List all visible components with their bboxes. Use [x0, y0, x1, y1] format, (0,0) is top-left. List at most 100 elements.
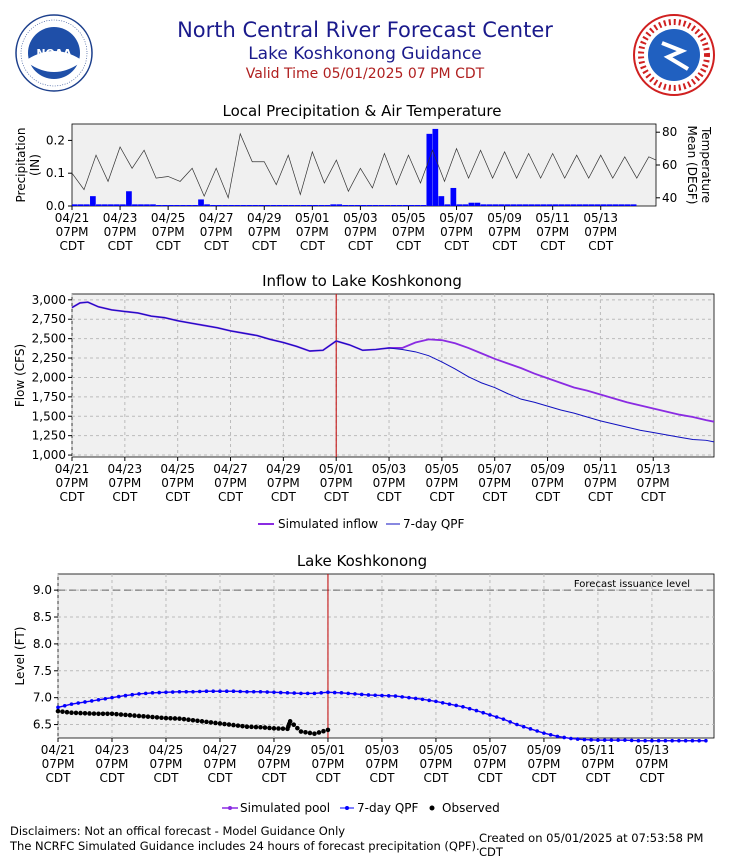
qpf-point	[461, 705, 465, 709]
precip-bar	[336, 204, 343, 206]
x-tick-label-time: 07PM	[214, 476, 247, 490]
precip-bar	[150, 204, 156, 206]
qpf-point	[191, 689, 195, 694]
x-tick-label-zone: CDT	[324, 490, 350, 504]
valid-time: Valid Time 05/01/2025 07 PM CDT	[245, 66, 485, 82]
precip-bar	[348, 205, 355, 206]
x-tick-label-time: 07PM	[200, 225, 233, 239]
qpf-point	[218, 689, 222, 694]
observed-point	[195, 718, 200, 724]
qpf-point	[636, 738, 641, 743]
series-line-qpf	[71, 301, 715, 443]
qpf-point	[238, 689, 243, 694]
y2-tick-label: 80	[662, 125, 677, 139]
precip-bar	[234, 205, 240, 206]
precip-bar	[84, 204, 90, 206]
observed-point	[132, 713, 137, 718]
precip-bar	[528, 204, 535, 206]
qpf-point	[508, 720, 512, 724]
precip-bar	[126, 191, 132, 206]
precip-bar	[276, 205, 282, 206]
observed-point	[100, 711, 106, 717]
qpf-point	[224, 689, 229, 694]
observed-point	[253, 724, 259, 730]
precip-bar	[156, 205, 162, 206]
qpf-point	[602, 738, 607, 742]
precip-bar	[258, 205, 264, 206]
observed-point	[325, 727, 331, 733]
y-axis-label: Flow (CFS)	[13, 344, 27, 407]
x-tick-label-zone: CDT	[261, 771, 287, 785]
observed-point	[154, 715, 160, 720]
qpf-point	[454, 703, 458, 708]
precip-bar	[198, 199, 204, 206]
precip-bar	[522, 204, 529, 206]
qpf-point	[575, 737, 580, 741]
precip-bar	[396, 205, 403, 206]
x-tick-label: 04/23	[108, 462, 143, 476]
y-tick-label: 2,250	[32, 351, 66, 365]
y2-axis-label: Temperature	[699, 126, 713, 203]
precip-bar	[108, 204, 114, 206]
qpf-point	[96, 698, 101, 702]
precip-bar	[384, 205, 391, 206]
observed-point	[186, 717, 191, 723]
x-tick-label-zone: CDT	[112, 490, 138, 504]
precip-bar	[546, 204, 553, 206]
x-tick-label-time: 07PM	[635, 757, 668, 771]
x-tick-label-time: 07PM	[56, 225, 89, 239]
qpf-point	[528, 727, 533, 731]
observed-point	[96, 711, 101, 717]
qpf-point	[69, 702, 74, 706]
svg-text:NOAA: NOAA	[36, 47, 72, 60]
observed-point	[123, 712, 128, 718]
x-tick-label: 04/29	[247, 211, 282, 225]
observed-point	[181, 716, 187, 722]
qpf-point	[494, 715, 499, 719]
precip-bar	[300, 205, 307, 206]
x-tick-label: 05/01	[295, 211, 330, 225]
precip-bar	[414, 205, 421, 206]
qpf-point	[373, 693, 378, 698]
qpf-point	[481, 710, 485, 715]
precip-bar	[504, 204, 511, 206]
y-tick-label: 0.2	[46, 133, 65, 147]
x-tick-label-zone: CDT	[396, 239, 422, 253]
qpf-point	[258, 689, 263, 694]
x-tick-label: 04/27	[213, 462, 248, 476]
x-tick-label: 05/05	[425, 462, 460, 476]
qpf-point	[663, 738, 668, 743]
precip-bar	[162, 205, 168, 206]
precip-bar	[618, 204, 625, 206]
x-tick-label-zone: CDT	[348, 239, 374, 253]
x-tick-label: 04/25	[149, 743, 184, 757]
precip-bar	[540, 204, 547, 206]
precip-bar	[402, 205, 409, 206]
precip-bar	[438, 196, 445, 206]
x-tick-label: 05/13	[583, 211, 618, 225]
observed-point	[298, 729, 304, 734]
precip-bar	[342, 205, 349, 206]
qpf-point	[427, 698, 431, 703]
y-axis-label: Level (FT)	[13, 627, 27, 686]
x-tick-label-zone: CDT	[46, 771, 72, 785]
precip-bar	[624, 204, 631, 206]
precip-bar	[552, 204, 559, 206]
y-tick-label: 3,000	[32, 293, 66, 307]
precip-bar	[408, 205, 415, 206]
qpf-point	[629, 738, 634, 743]
qpf-point	[177, 689, 182, 694]
observed-point	[217, 721, 223, 726]
y-axis-unit: (IN)	[28, 154, 42, 176]
x-tick-label: 05/05	[391, 211, 426, 225]
observed-point	[208, 720, 214, 725]
precip-bar	[138, 204, 144, 206]
x-tick-label: 04/29	[257, 743, 292, 757]
precip-bar	[78, 204, 84, 206]
x-tick-label: 05/07	[477, 462, 512, 476]
x-tick-label-time: 07PM	[420, 757, 453, 771]
x-tick-label: 05/07	[439, 211, 474, 225]
qpf-point	[353, 692, 357, 696]
precip-bar	[510, 204, 517, 206]
y-tick-label: 2,000	[32, 370, 66, 384]
